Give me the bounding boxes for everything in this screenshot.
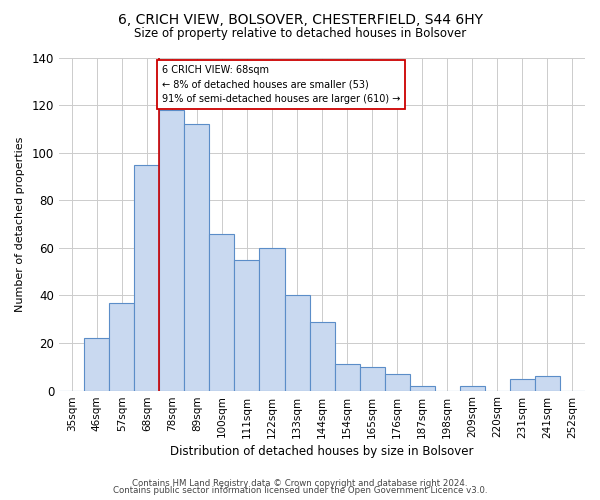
Bar	[510, 378, 535, 390]
Bar	[460, 386, 485, 390]
Text: 6 CRICH VIEW: 68sqm
← 8% of detached houses are smaller (53)
91% of semi-detache: 6 CRICH VIEW: 68sqm ← 8% of detached hou…	[162, 64, 400, 104]
Bar	[109, 302, 134, 390]
Y-axis label: Number of detached properties: Number of detached properties	[15, 136, 25, 312]
X-axis label: Distribution of detached houses by size in Bolsover: Distribution of detached houses by size …	[170, 444, 474, 458]
Bar	[160, 110, 184, 390]
Bar	[310, 322, 335, 390]
Bar	[410, 386, 435, 390]
Bar	[535, 376, 560, 390]
Bar	[184, 124, 209, 390]
Bar	[385, 374, 410, 390]
Bar	[235, 260, 259, 390]
Bar	[284, 296, 310, 390]
Text: Size of property relative to detached houses in Bolsover: Size of property relative to detached ho…	[134, 28, 466, 40]
Bar	[359, 367, 385, 390]
Text: Contains public sector information licensed under the Open Government Licence v3: Contains public sector information licen…	[113, 486, 487, 495]
Text: 6, CRICH VIEW, BOLSOVER, CHESTERFIELD, S44 6HY: 6, CRICH VIEW, BOLSOVER, CHESTERFIELD, S…	[118, 12, 482, 26]
Bar	[209, 234, 235, 390]
Bar	[134, 164, 160, 390]
Bar	[259, 248, 284, 390]
Text: Contains HM Land Registry data © Crown copyright and database right 2024.: Contains HM Land Registry data © Crown c…	[132, 478, 468, 488]
Bar	[84, 338, 109, 390]
Bar	[335, 364, 359, 390]
